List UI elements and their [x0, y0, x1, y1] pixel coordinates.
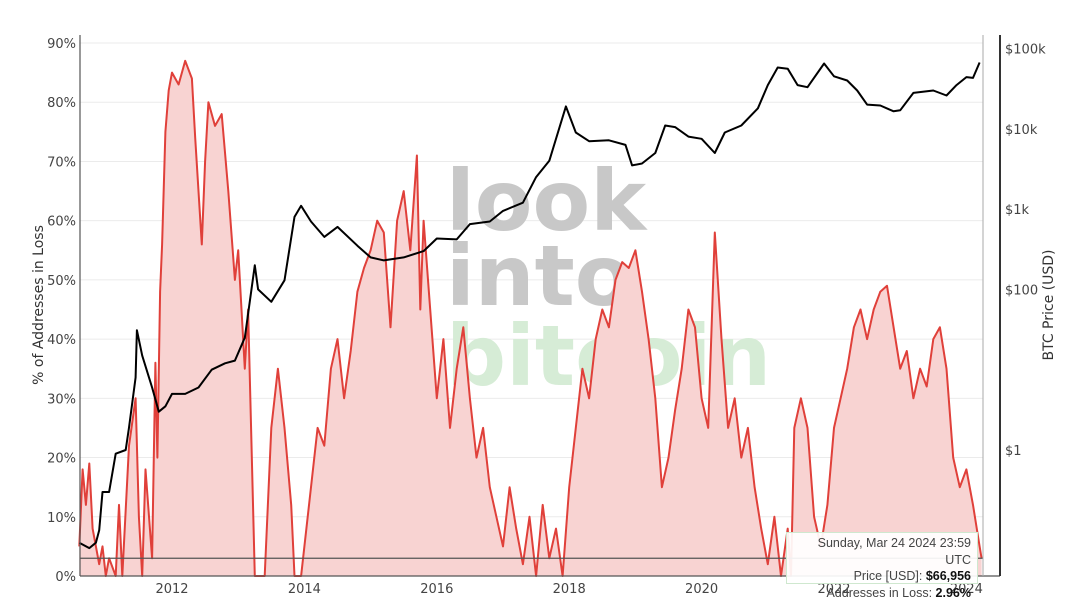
y-tick-label: 90%	[47, 37, 76, 52]
right-y-axis-ticks: $1 $100 $1k $10k $100k	[1005, 43, 1046, 460]
y-tick-label: 0%	[55, 570, 76, 585]
right-y-axis-title: BTC Price (USD)	[1041, 249, 1057, 360]
left-y-axis-title: % of Addresses in Loss	[31, 225, 47, 385]
tooltip-loss-value: 2.96%	[935, 585, 971, 600]
y-tick-label: 30%	[47, 392, 76, 407]
x-tick-label: 2022	[817, 582, 850, 597]
loss-area-fill	[79, 60, 982, 577]
watermark-text: into	[446, 227, 632, 325]
y2-tick-label: $1k	[1005, 203, 1030, 218]
y-tick-label: 50%	[47, 274, 76, 289]
tooltip-price-label: Price [USD]:	[853, 569, 926, 583]
hover-tooltip: Sunday, Mar 24 2024 23:59 UTC Price [USD…	[786, 532, 978, 600]
tooltip-date: Sunday, Mar 24 2024 23:59 UTC	[817, 536, 971, 567]
y-tick-label: 10%	[47, 511, 76, 526]
price-line	[78, 62, 981, 550]
tooltip-loss-row: Addresses in Loss: 2.96%	[791, 585, 971, 602]
y2-tick-label: $100k	[1005, 43, 1046, 58]
x-tick-label: 2014	[288, 582, 321, 597]
y-tick-label: 70%	[47, 155, 76, 170]
tooltip-price-row: Price [USD]: $66,956	[791, 568, 971, 585]
tooltip-price-value: $66,956	[925, 569, 971, 583]
tooltip-loss-label: Addresses in Loss:	[826, 585, 936, 600]
x-tick-label: 2012	[155, 582, 188, 597]
y2-tick-label: $1	[1005, 444, 1022, 459]
x-tick-label: 2024	[950, 582, 983, 597]
watermark-text: look	[446, 152, 648, 250]
y-tick-label: 20%	[47, 452, 76, 467]
y-tick-label: 40%	[47, 333, 76, 348]
x-axis-ticks: 2012 2014 2016 2018 2020 2022 2024	[155, 582, 982, 597]
y2-tick-label: $100	[1005, 283, 1038, 298]
x-tick-label: 2018	[553, 582, 586, 597]
price-line-series[interactable]	[78, 62, 981, 550]
left-y-axis-ticks: 0% 10% 20% 30% 40% 50% 60% 70% 80% 90%	[47, 37, 76, 585]
y2-tick-label: $10k	[1005, 123, 1038, 138]
y-tick-label: 60%	[47, 215, 76, 230]
y-tick-label: 80%	[47, 96, 76, 111]
x-tick-label: 2016	[420, 582, 453, 597]
x-tick-label: 2020	[685, 582, 718, 597]
